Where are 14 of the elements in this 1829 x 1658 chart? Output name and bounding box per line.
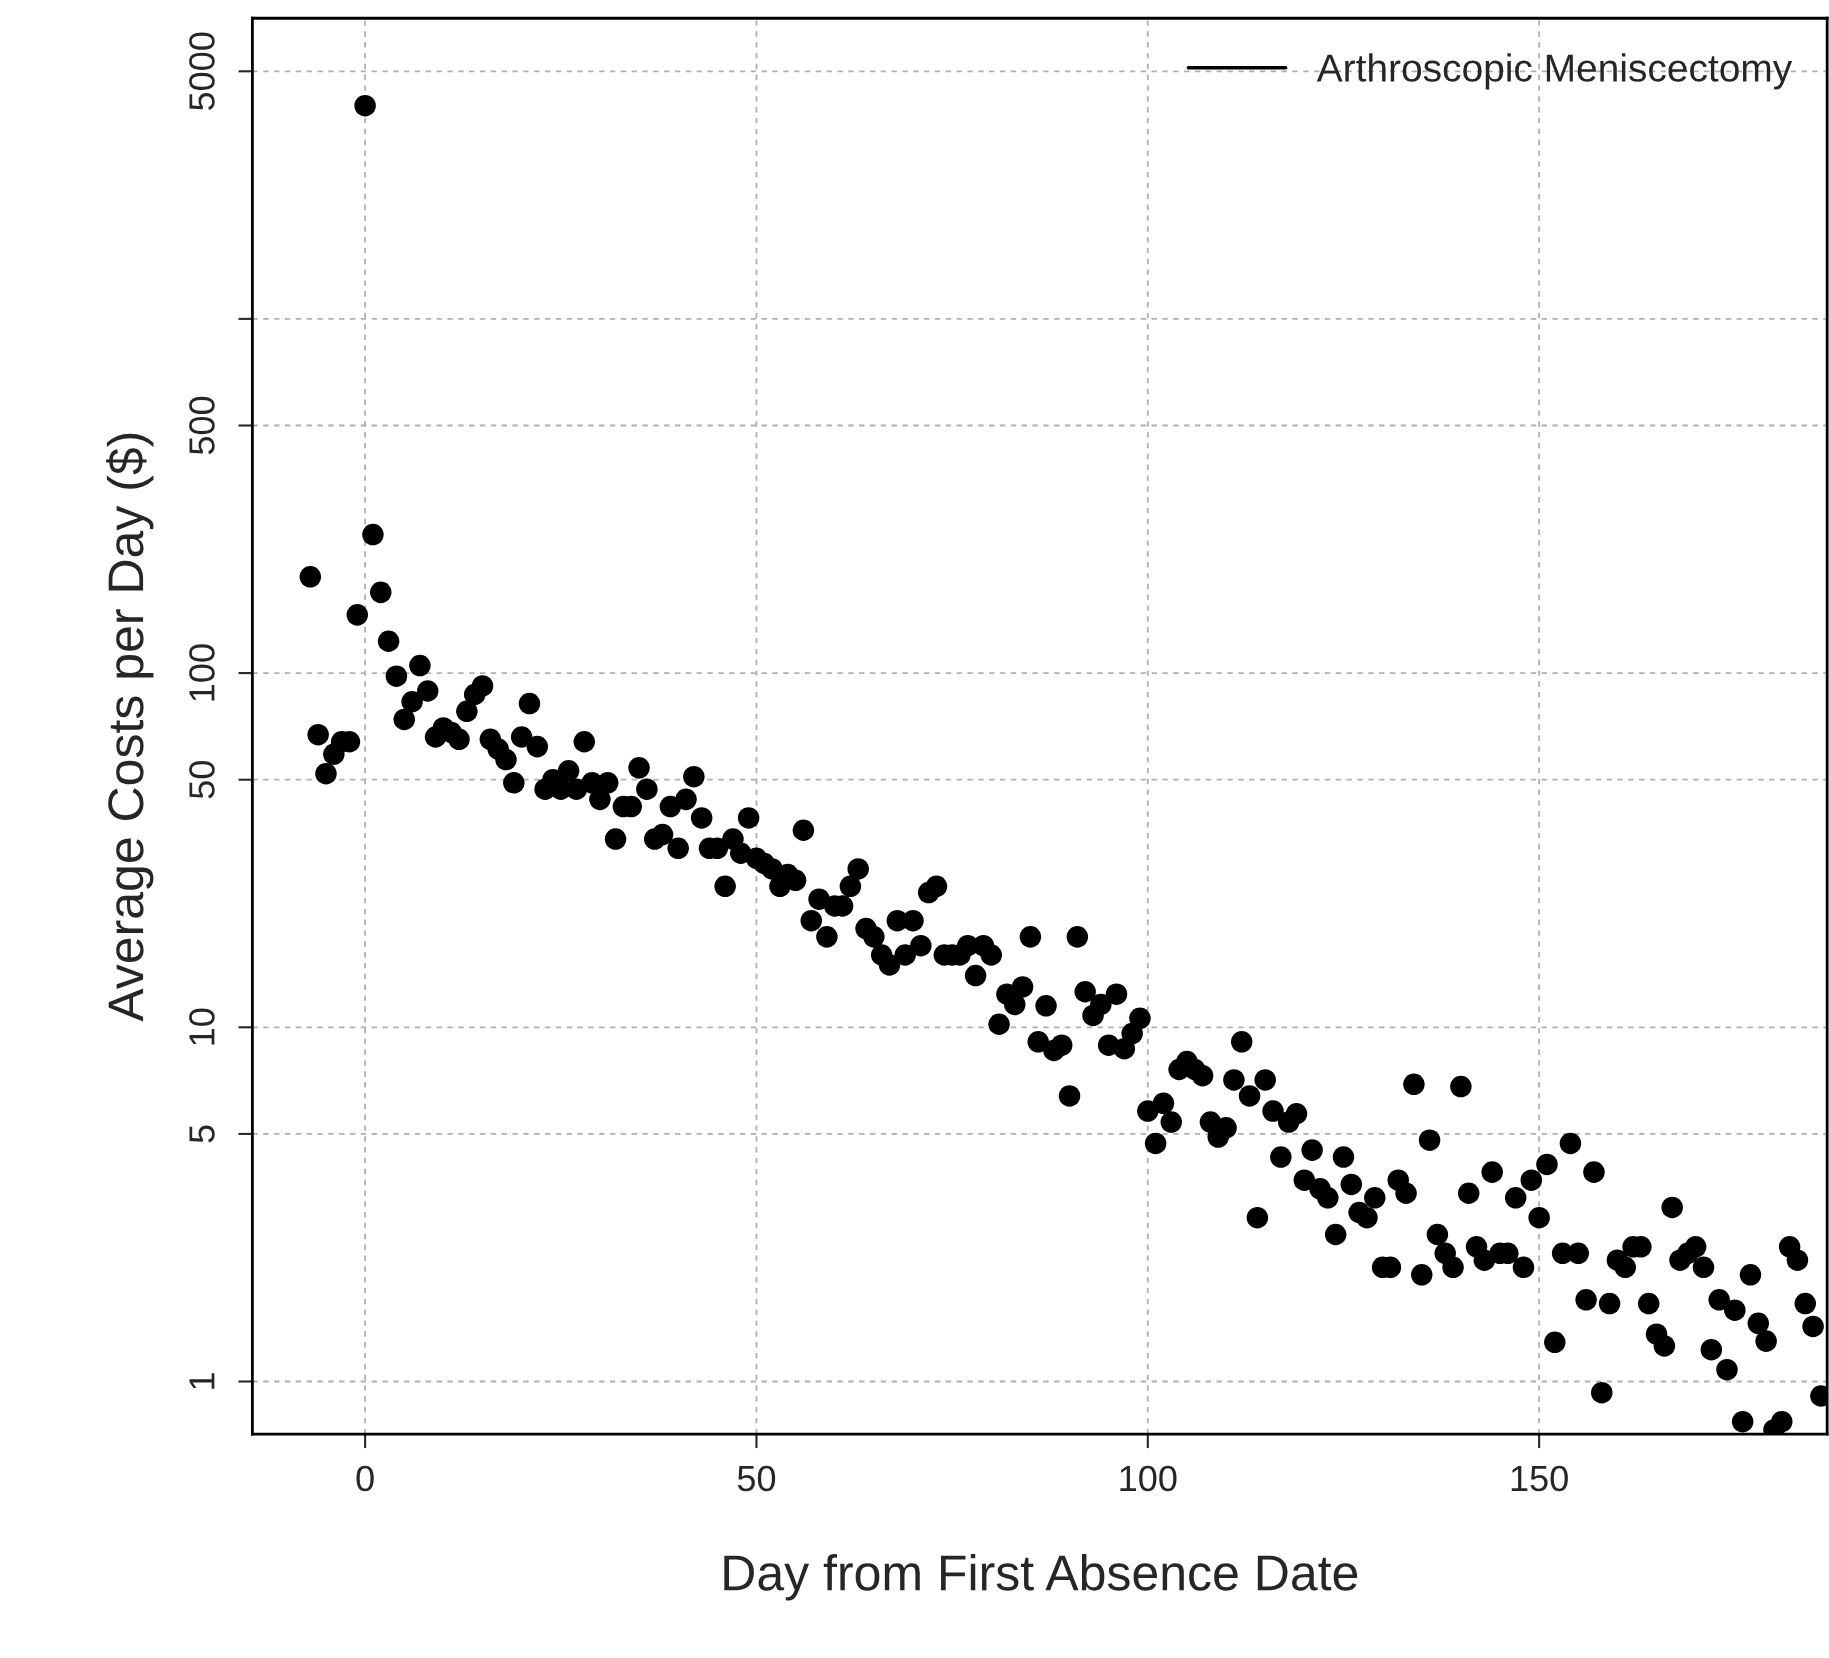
y-tick-label: 50	[189, 761, 215, 799]
y-axis-title: Average Costs per Day ($)	[106, 433, 154, 1022]
x-tick-label: 150	[1511, 1465, 1568, 1492]
y-tick-label: 5	[189, 1125, 215, 1143]
y-tick-label: 500	[189, 396, 215, 455]
x-axis-title: Day from First Absence Date	[724, 1553, 1358, 1601]
x-tick-label: 100	[1120, 1465, 1177, 1492]
x-tick-label: 50	[737, 1465, 776, 1492]
y-tick-label: 100	[189, 644, 215, 701]
legend-label: Arthroscopic Meniscectomy	[1316, 53, 1793, 90]
y-tick-label: 1	[189, 1373, 215, 1389]
y-tick-label: 5000	[189, 32, 215, 111]
x-tick-label: 0	[356, 1465, 374, 1492]
y-tick-label: 10	[189, 1008, 215, 1045]
